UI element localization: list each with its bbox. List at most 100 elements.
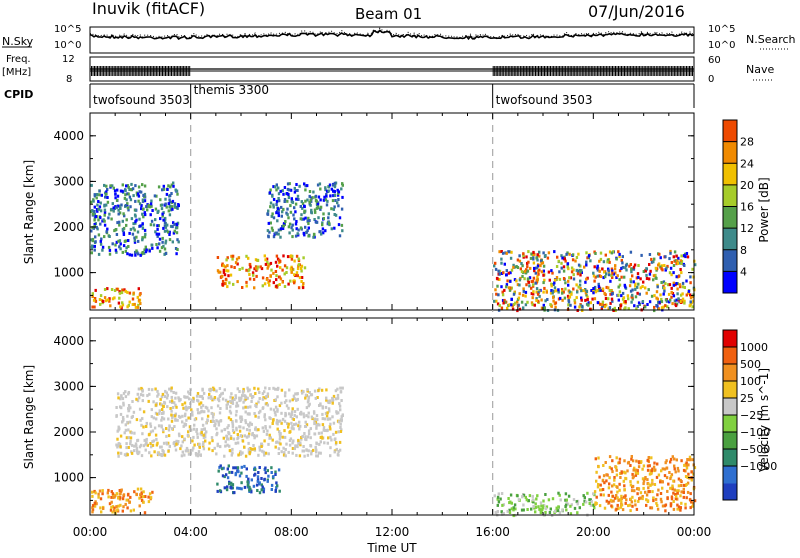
- data-cell: [565, 252, 568, 256]
- data-cell: [609, 279, 612, 283]
- data-cell: [308, 402, 311, 406]
- data-cell: [156, 451, 160, 455]
- data-cell: [93, 297, 97, 300]
- data-cell: [248, 432, 251, 436]
- data-cell: [328, 417, 332, 421]
- data-cell: [612, 483, 616, 487]
- data-cell: [599, 275, 603, 278]
- data-cell: [158, 249, 162, 253]
- data-cell: [185, 408, 188, 412]
- data-cell: [329, 435, 332, 439]
- data-cell: [190, 408, 193, 412]
- data-cell: [256, 265, 260, 269]
- colorbar-swatch: [723, 449, 737, 467]
- data-cell: [242, 387, 245, 391]
- data-cell: [288, 182, 291, 186]
- data-cell: [299, 226, 303, 230]
- data-cell: [135, 449, 139, 453]
- data-cell: [510, 507, 514, 511]
- data-cell: [276, 422, 279, 426]
- data-cell: [93, 205, 96, 209]
- data-cell: [313, 218, 316, 221]
- y-tick-label: 4000: [53, 334, 84, 348]
- data-cell: [336, 393, 340, 397]
- data-cell: [657, 488, 660, 492]
- data-cell: [300, 200, 303, 204]
- data-cell: [302, 449, 305, 453]
- data-cell: [327, 401, 330, 404]
- data-cell: [644, 476, 647, 479]
- data-cell: [266, 266, 269, 270]
- data-cell: [625, 498, 628, 502]
- data-cell: [321, 417, 324, 421]
- data-cell: [134, 220, 137, 224]
- data-cell: [100, 237, 103, 241]
- data-cell: [177, 396, 180, 400]
- data-cell: [595, 479, 598, 483]
- data-cell: [250, 490, 253, 494]
- data-cell: [143, 184, 147, 188]
- data-cell: [245, 268, 248, 272]
- data-cell: [497, 269, 500, 273]
- data-cell: [675, 254, 678, 258]
- data-cell: [570, 266, 574, 270]
- data-cell: [106, 491, 109, 495]
- data-cell: [272, 408, 276, 412]
- data-cell: [262, 429, 266, 433]
- data-cell: [337, 430, 340, 434]
- data-cell: [166, 393, 169, 397]
- data-cell: [601, 488, 605, 491]
- data-cell: [173, 229, 176, 233]
- data-cell: [305, 414, 308, 418]
- data-cell: [337, 223, 341, 227]
- data-cell: [516, 283, 520, 287]
- data-cell: [249, 447, 252, 450]
- data-cell: [278, 489, 281, 493]
- data-cell: [227, 437, 230, 441]
- data-cell: [219, 407, 222, 410]
- data-cell: [143, 251, 146, 255]
- data-cell: [111, 202, 114, 206]
- data-cell: [215, 389, 218, 393]
- data-cell: [552, 283, 555, 286]
- data-cell: [248, 428, 251, 432]
- data-cell: [216, 269, 220, 273]
- data-cell: [636, 291, 639, 295]
- data-cell: [538, 289, 541, 293]
- data-cell: [341, 229, 344, 233]
- data-cell: [149, 430, 153, 434]
- data-cell: [103, 296, 107, 300]
- data-cell: [302, 282, 305, 285]
- data-cell: [265, 432, 269, 436]
- data-cell: [562, 269, 566, 273]
- data-cell: [521, 274, 524, 278]
- data-cell: [257, 471, 260, 474]
- cpid-segment-label: twofsound 3503: [496, 93, 593, 107]
- data-cell: [137, 387, 141, 391]
- data-cell: [183, 422, 186, 426]
- data-cell: [532, 283, 535, 287]
- data-cell: [257, 400, 260, 404]
- data-cell: [665, 476, 669, 480]
- data-cell: [680, 262, 683, 265]
- data-cell: [524, 271, 528, 275]
- data-cell: [236, 387, 239, 391]
- data-cell: [610, 467, 613, 471]
- data-cell: [163, 453, 167, 457]
- data-cell: [115, 492, 118, 496]
- data-cell: [187, 416, 190, 420]
- data-cell: [635, 468, 638, 472]
- data-cell: [121, 397, 125, 401]
- data-cell: [317, 216, 320, 220]
- data-cell: [333, 450, 336, 454]
- data-cell: [503, 298, 506, 302]
- data-cell: [631, 297, 634, 301]
- data-cell: [132, 410, 136, 414]
- data-cell: [134, 221, 137, 225]
- data-cell: [681, 297, 685, 301]
- data-cell: [137, 287, 140, 291]
- data-cell: [249, 421, 252, 425]
- data-cell: [240, 396, 243, 400]
- data-cell: [138, 445, 142, 449]
- data-cell: [574, 259, 577, 263]
